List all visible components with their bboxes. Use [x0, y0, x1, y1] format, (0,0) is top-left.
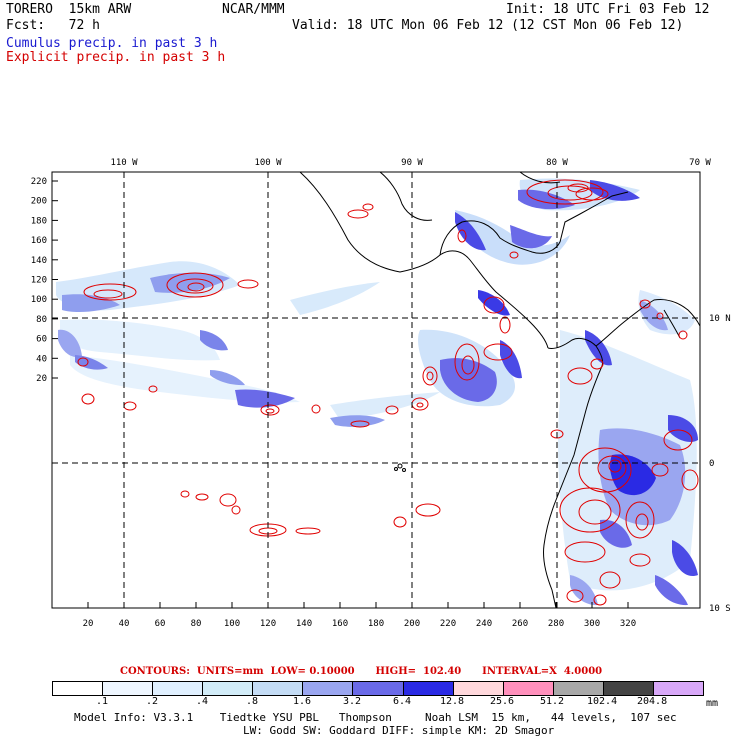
colorbar	[52, 681, 704, 696]
colorbar-cell	[302, 682, 353, 695]
x-tick-label: 260	[512, 619, 528, 629]
x-tick-label: 120	[260, 619, 276, 629]
y-tick-label: 20	[36, 374, 47, 384]
colorbar-cell	[502, 682, 553, 695]
x-tick-label: 280	[548, 619, 564, 629]
x-tick-label: 200	[404, 619, 420, 629]
colorbar-cell	[53, 682, 103, 695]
colorbar-cell	[552, 682, 603, 695]
y-tick-label: 40	[36, 354, 47, 364]
colorbar-label: .8	[245, 696, 259, 707]
init-time: Init: 18 UTC Fri 03 Feb 12	[506, 2, 710, 17]
colorbar-cell	[652, 682, 704, 695]
colorbar-label: 102.4	[587, 696, 618, 707]
lon-label: 70 W	[689, 158, 711, 168]
x-tick-label: 320	[620, 619, 636, 629]
colorbar-label: .1	[95, 696, 109, 707]
colorbar-cell	[252, 682, 303, 695]
colorbar-cell	[102, 682, 153, 695]
model-title: TORERO 15km ARW	[6, 2, 132, 17]
contour-info: CONTOURS: UNITS=mm LOW= 0.10000 HIGH= 10…	[120, 666, 603, 677]
y-tick-label: 140	[31, 256, 47, 266]
y-tick-label: 80	[36, 315, 47, 325]
y-axis-ticks: 220 200 180 160 140 120 100 80 60 40 20	[31, 177, 58, 384]
y-tick-label: 100	[31, 295, 47, 305]
y-tick-label: 120	[31, 276, 47, 286]
colorbar-label: 3.2	[342, 696, 362, 707]
colorbar-unit: mm	[706, 698, 719, 709]
model-physics: LW: Godd SW: Goddard DIFF: simple KM: 2D…	[243, 724, 555, 737]
lat-label: 10 S	[709, 604, 731, 614]
y-tick-label: 220	[31, 177, 47, 187]
x-tick-label: 300	[584, 619, 600, 629]
colorbar-label: 12.8	[439, 696, 465, 707]
explicit-precip-contours	[77, 179, 699, 606]
lat-label: 0	[709, 459, 714, 469]
x-axis-ticks: 20 40 60 80 100 120 140 160 180 200 220 240 260 280 30…	[83, 602, 636, 629]
legend-cumulus: Cumulus precip. in past 3 h	[6, 36, 218, 51]
colorbar-label: .2	[145, 696, 159, 707]
x-tick-label: 160	[332, 619, 348, 629]
colorbar-label: 6.4	[392, 696, 412, 707]
lon-label: 110 W	[110, 158, 138, 168]
forecast-hour: Fcst: 72 h	[6, 18, 100, 33]
colorbar-cell	[152, 682, 203, 695]
x-tick-label: 40	[119, 619, 130, 629]
lat-lon-grid	[52, 172, 700, 608]
y-tick-label: 180	[31, 216, 47, 226]
lon-label: 100 W	[254, 158, 282, 168]
lon-labels: 110 W 100 W 90 W 80 W 70 W	[110, 158, 711, 168]
valid-time: Valid: 18 UTC Mon 06 Feb 12 (12 CST Mon …	[292, 18, 684, 33]
colorbar-label: .4	[195, 696, 209, 707]
lon-label: 90 W	[401, 158, 423, 168]
y-tick-label: 160	[31, 236, 47, 246]
model-info: Model Info: V3.3.1 Tiedtke YSU PBL Thomp…	[74, 711, 677, 724]
lat-label: 10 N	[709, 314, 731, 324]
colorbar-cell	[452, 682, 503, 695]
colorbar-cell	[402, 682, 453, 695]
colorbar-label: 1.6	[292, 696, 312, 707]
colorbar-label: 204.8	[637, 696, 668, 707]
legend-explicit: Explicit precip. in past 3 h	[6, 50, 226, 65]
org-label: NCAR/MMM	[222, 2, 285, 17]
x-tick-label: 220	[440, 619, 456, 629]
x-tick-label: 240	[476, 619, 492, 629]
colorbar-cell	[202, 682, 253, 695]
y-tick-label: 60	[36, 335, 47, 345]
y-tick-label: 200	[31, 197, 47, 207]
colorbar-cell	[352, 682, 403, 695]
x-tick-label: 100	[224, 619, 240, 629]
colorbar-cell	[602, 682, 653, 695]
x-tick-label: 60	[155, 619, 166, 629]
lat-labels: 10 N 0 10 S	[709, 314, 731, 614]
lon-label: 80 W	[546, 158, 568, 168]
colorbar-label: 25.6	[489, 696, 515, 707]
x-tick-label: 140	[296, 619, 312, 629]
colorbar-label: 51.2	[539, 696, 565, 707]
x-tick-label: 180	[368, 619, 384, 629]
x-tick-label: 20	[83, 619, 94, 629]
x-tick-label: 80	[191, 619, 202, 629]
